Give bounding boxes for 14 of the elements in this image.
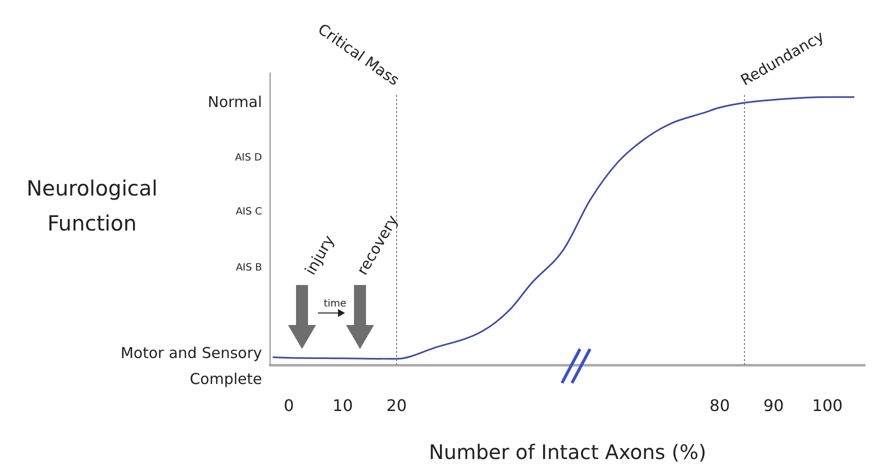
text: AIS B bbox=[236, 262, 262, 274]
x-tick-label: 80 bbox=[710, 396, 730, 415]
x-tick-label: 100 bbox=[812, 396, 843, 415]
x-tick-label: 20 bbox=[386, 396, 407, 415]
x-tick-label: 10 bbox=[332, 396, 353, 415]
text: Normal bbox=[208, 92, 262, 111]
text: Neurological Function bbox=[26, 176, 158, 236]
text: AIS C bbox=[236, 206, 262, 218]
annotation: time bbox=[324, 298, 346, 310]
text: AIS D bbox=[234, 152, 262, 164]
text: Motor and Sensory Complete bbox=[120, 344, 262, 388]
x-tick-label: 0 bbox=[284, 396, 294, 415]
x-axis-title: Number of Intact Axons (%) bbox=[428, 440, 706, 464]
x-tick-label: 90 bbox=[763, 396, 784, 415]
